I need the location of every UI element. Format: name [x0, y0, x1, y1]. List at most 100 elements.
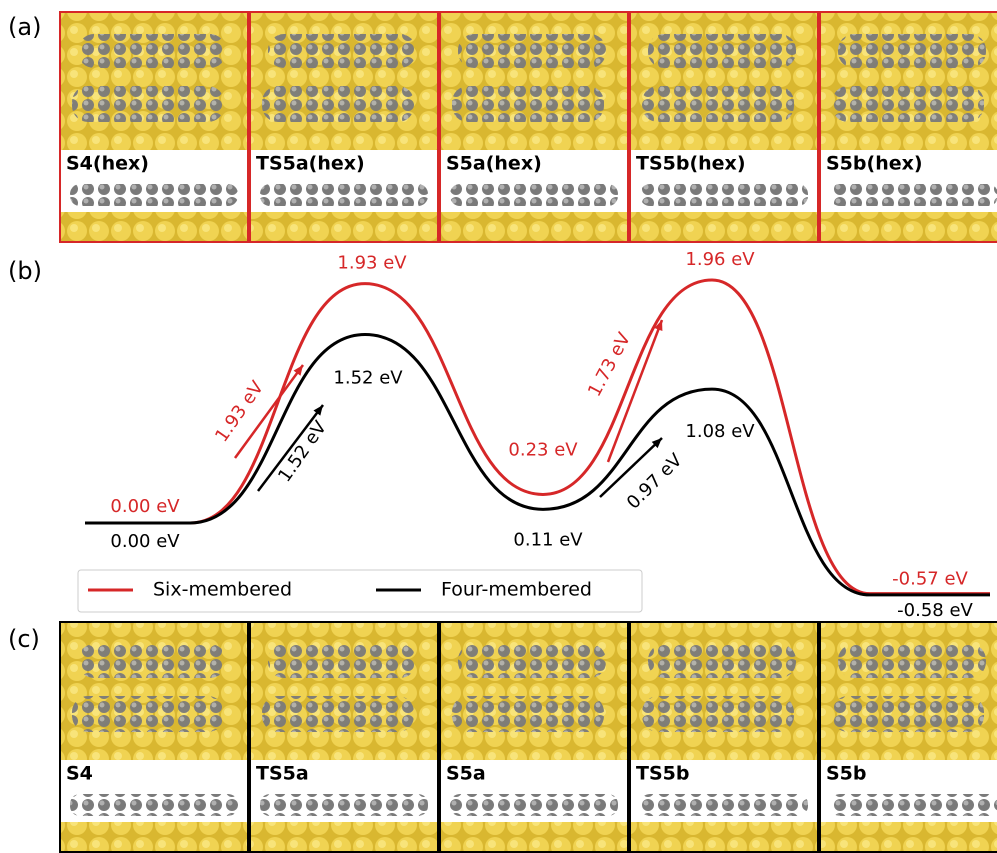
surface-top — [820, 12, 997, 150]
panel-label: (a) — [8, 13, 41, 41]
molecule — [642, 86, 794, 122]
barrier-arrow — [233, 364, 305, 459]
surface-side — [820, 822, 997, 852]
molecule — [452, 696, 604, 732]
molecule — [268, 644, 416, 678]
surface-side — [60, 822, 248, 852]
energy-line — [85, 333, 990, 597]
surface-side — [440, 212, 628, 242]
surface-top — [60, 622, 248, 760]
frame-border — [629, 621, 819, 853]
frame-label: S5b(hex) — [826, 153, 923, 175]
molecule-side — [640, 184, 808, 206]
molecule — [268, 34, 416, 68]
molecule-side — [450, 794, 618, 816]
value-label: 1.93 eV — [337, 253, 407, 274]
surface-side — [440, 822, 628, 852]
frame-border — [819, 11, 997, 243]
surface-top — [630, 12, 818, 150]
frame-border — [59, 621, 249, 853]
frame-border — [249, 11, 439, 243]
surface-side — [250, 822, 438, 852]
molecule — [642, 696, 794, 732]
molecule — [838, 644, 986, 678]
value-label: 0.23 eV — [508, 439, 578, 460]
value-label: 1.52 eV — [333, 368, 403, 389]
barrier-label: 1.93 eV — [211, 377, 268, 446]
value-label: 1.08 eV — [685, 421, 755, 442]
surface-side — [250, 212, 438, 242]
surface-top — [60, 12, 248, 150]
surface-top — [630, 622, 818, 760]
legend-box — [77, 569, 643, 613]
molecule-side — [640, 794, 808, 816]
molecule-side — [70, 794, 238, 816]
frame-label: S5a — [446, 763, 486, 785]
value-label: 0.11 eV — [513, 529, 583, 550]
frame-label: S4 — [66, 763, 93, 785]
molecule — [72, 86, 224, 122]
frame-label: TS5b(hex) — [636, 153, 746, 175]
molecule — [452, 86, 604, 122]
legend-label: Four-membered — [441, 579, 592, 601]
molecule-side — [260, 794, 428, 816]
molecule — [832, 696, 984, 732]
panel-label: (c) — [8, 625, 40, 653]
value-label: -0.58 eV — [897, 600, 973, 621]
frame-border — [59, 11, 249, 243]
surface-side — [60, 212, 248, 242]
molecule — [458, 34, 606, 68]
molecule-side — [830, 184, 997, 206]
arrow-head — [293, 365, 303, 376]
barrier-arrow — [599, 437, 663, 498]
frame-label: S5a(hex) — [446, 153, 542, 175]
surface-top — [820, 622, 997, 760]
molecule — [262, 696, 414, 732]
surface-side — [630, 212, 818, 242]
barrier-label: 1.52 eV — [274, 417, 331, 486]
value-label: 0.00 eV — [110, 496, 180, 517]
molecule — [78, 644, 226, 678]
frame-label: S4(hex) — [66, 153, 149, 175]
molecule — [648, 644, 796, 678]
arrow-head — [313, 405, 323, 416]
molecule-side — [830, 794, 997, 816]
surface-top — [440, 12, 628, 150]
frame-label: TS5a(hex) — [256, 153, 365, 175]
surface-side — [630, 822, 818, 852]
frame-border — [819, 621, 997, 853]
value-label: 0.00 eV — [110, 531, 180, 552]
surface-top — [250, 12, 438, 150]
molecule — [838, 34, 986, 68]
barrier-arrow — [606, 319, 664, 463]
frame-border — [439, 11, 629, 243]
frame-label: TS5b — [636, 763, 689, 785]
legend-label: Six-membered — [153, 579, 292, 601]
surface-side — [820, 212, 997, 242]
barrier-arrow — [257, 404, 324, 492]
value-label: 1.96 eV — [685, 249, 755, 270]
value-label: -0.57 eV — [892, 569, 968, 590]
barrier-label: 0.97 eV — [623, 449, 687, 513]
molecule — [262, 86, 414, 122]
energy-line — [85, 278, 990, 596]
frame-label: S5b — [826, 763, 867, 785]
frame-border — [629, 11, 819, 243]
surface-top — [250, 622, 438, 760]
frame-label: TS5a — [256, 763, 309, 785]
panel-label: (b) — [8, 257, 42, 285]
molecule — [458, 644, 606, 678]
frame-border — [439, 621, 629, 853]
molecule-side — [260, 184, 428, 206]
molecule — [648, 34, 796, 68]
arrow-head — [654, 320, 663, 331]
frame-border — [249, 621, 439, 853]
arrow-head — [651, 438, 662, 449]
surface-top — [440, 622, 628, 760]
molecule-side — [450, 184, 618, 206]
molecule — [832, 86, 984, 122]
molecule — [78, 34, 226, 68]
molecule — [72, 696, 224, 732]
